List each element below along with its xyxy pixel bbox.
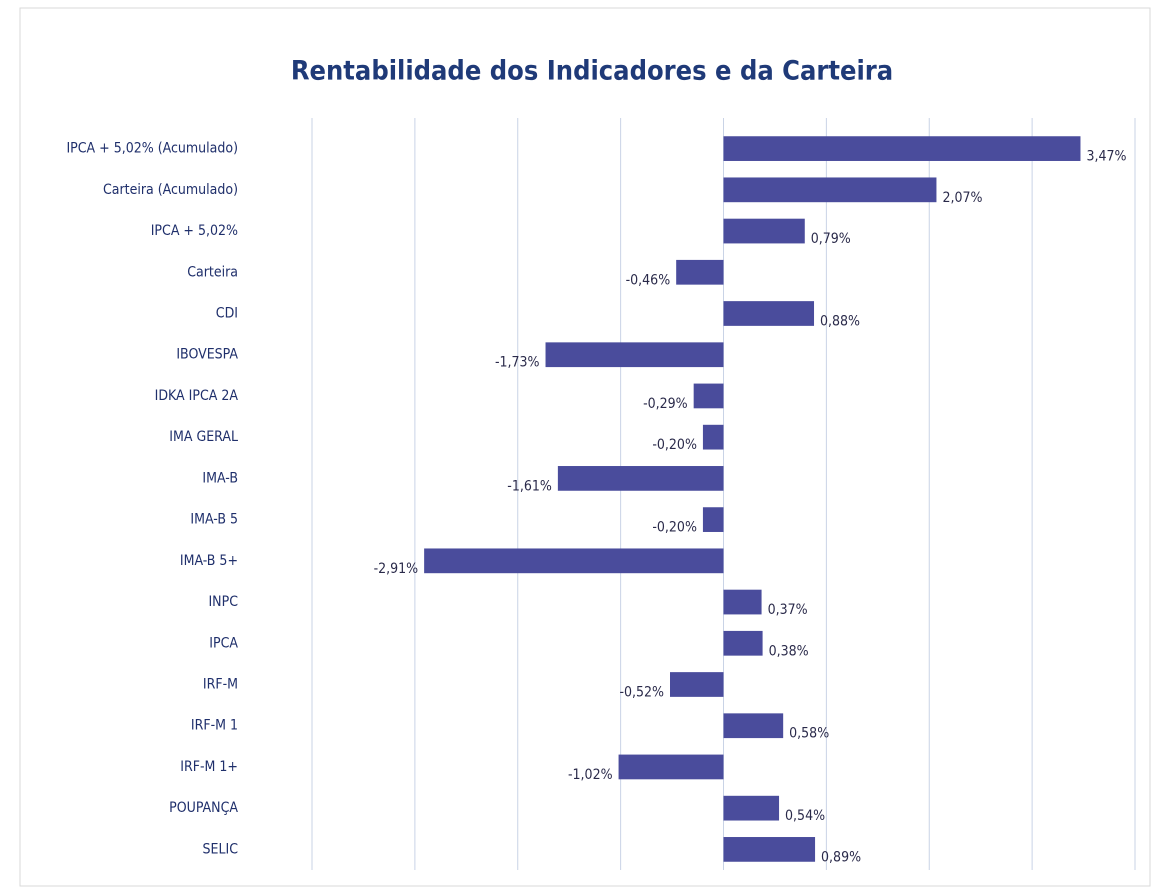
bar [424,548,724,574]
bar [702,424,724,450]
bar [723,795,780,821]
category-label: IRF-M 1+ [180,759,238,775]
bar [723,177,937,203]
value-label: -0,52% [619,685,664,701]
bar [723,837,816,862]
category-label: IMA-B [202,470,238,486]
category-label: IRF-M 1 [191,718,238,734]
bar [723,589,762,615]
bar [676,259,724,285]
category-label: INPC [208,594,238,610]
value-label: 0,54% [785,808,825,824]
value-label: -0,20% [652,520,697,536]
bar [545,342,724,368]
value-label: 0,37% [768,602,808,618]
bar [723,713,784,739]
bar [670,672,724,697]
bar [618,754,724,780]
value-label: 3,47% [1086,149,1126,165]
value-label: -0,46% [626,272,671,288]
category-label: Carteira [187,264,238,280]
bar [723,630,763,656]
value-label: -0,20% [652,437,697,453]
value-label: 0,79% [811,231,851,247]
category-label: IRF-M [203,677,238,693]
category-label: IMA-B 5+ [180,553,238,569]
value-label: -1,73% [495,355,540,371]
value-label: -1,61% [507,478,552,494]
category-label: IBOVESPA [176,347,238,363]
value-label: -0,29% [643,396,688,412]
category-label: POUPANÇA [169,800,238,816]
category-label: IPCA [209,635,238,651]
category-label: IDKA IPCA 2A [155,388,239,404]
chart-border [19,7,1151,887]
bar [702,507,724,532]
bar [557,466,724,491]
category-label: IMA GERAL [169,429,238,445]
value-label: 0,38% [769,643,809,659]
bar [723,136,1081,161]
bar [693,383,724,409]
category-label: CDI [216,306,238,322]
category-label: IPCA + 5,02% (Acumulado) [66,141,238,157]
value-label: -1,02% [568,767,613,783]
value-label: 2,07% [942,190,982,206]
bar [723,218,805,244]
category-label: SELIC [203,841,239,857]
value-label: 0,58% [789,726,829,742]
category-label: IMA-B 5 [190,512,238,528]
value-label: 0,88% [820,314,860,330]
chart-title: Rentabilidade dos Indicadores e da Carte… [291,56,893,87]
category-label: Carteira (Acumulado) [103,182,238,198]
value-label: -2,91% [374,561,419,577]
bar [723,301,815,326]
value-label: 0,89% [821,849,861,865]
category-label: IPCA + 5,02% [151,223,238,239]
